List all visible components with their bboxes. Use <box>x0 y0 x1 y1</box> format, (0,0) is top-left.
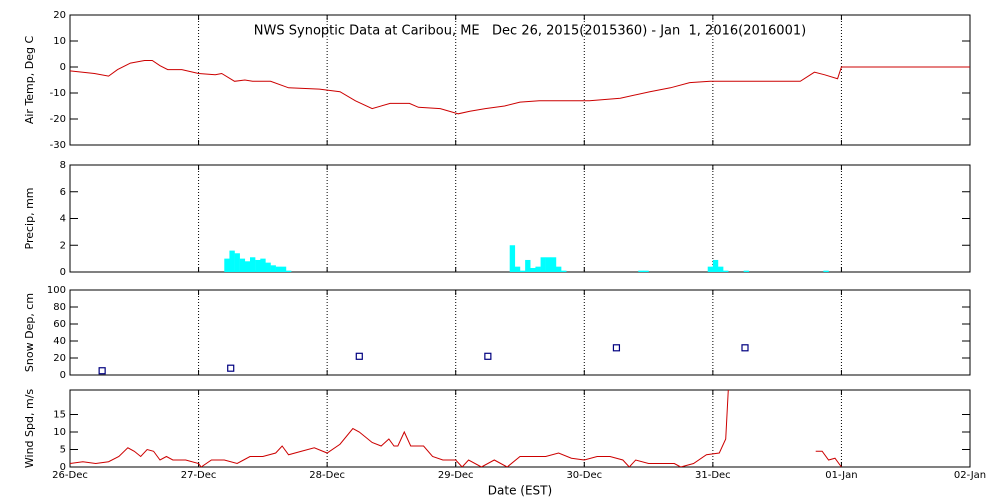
bar <box>561 270 567 272</box>
y-axis-label: Precip, mm <box>23 188 36 250</box>
y-tick-label: 0 <box>60 370 66 381</box>
bar <box>743 270 750 272</box>
bar <box>509 245 516 272</box>
bar <box>286 270 292 272</box>
y-tick-label: -30 <box>50 140 66 151</box>
bar <box>823 270 829 272</box>
bar <box>270 265 276 272</box>
bar <box>234 253 240 272</box>
plot-frame <box>69 289 971 376</box>
bar <box>638 270 644 272</box>
bar <box>643 270 649 272</box>
x-tick-label: 28-Dec <box>309 470 345 481</box>
data-line <box>70 60 970 115</box>
bar <box>255 259 261 272</box>
y-tick-label: 20 <box>53 353 66 364</box>
bar <box>707 266 714 272</box>
bar <box>250 257 256 272</box>
y-tick-label: 0 <box>60 462 66 473</box>
x-tick-label: 02-Jan <box>954 470 986 481</box>
bar <box>535 266 541 272</box>
y-axis-label: Air Temp, Deg C <box>23 36 36 125</box>
point <box>98 367 106 375</box>
plot-frame <box>69 389 971 468</box>
plot-area <box>70 60 970 115</box>
y-axis-label: Snow Dep, cm <box>23 293 36 372</box>
bar <box>530 267 536 272</box>
point <box>355 352 363 360</box>
y-tick-label: 8 <box>60 160 66 171</box>
bar <box>712 259 719 272</box>
bar <box>239 258 246 272</box>
bar <box>260 258 266 272</box>
bar <box>525 259 531 272</box>
bar <box>540 257 546 272</box>
bar <box>224 258 230 272</box>
point <box>741 344 749 352</box>
y-tick-label: -20 <box>50 114 66 125</box>
x-tick-label: 31-Dec <box>695 470 731 481</box>
y-axis-label: Wind Spd, m/s <box>23 389 36 469</box>
point <box>227 364 235 372</box>
plot-frame <box>69 14 971 146</box>
x-tick-label: 29-Dec <box>438 470 474 481</box>
x-tick-label: 01-Jan <box>825 470 857 481</box>
y-tick-label: 15 <box>53 410 66 421</box>
y-tick-label: 100 <box>47 285 66 296</box>
bar <box>229 250 235 272</box>
point <box>484 352 492 360</box>
bar <box>514 266 521 272</box>
plot-area <box>224 245 829 272</box>
x-tick-label: 27-Dec <box>181 470 217 481</box>
y-tick-label: 10 <box>53 427 66 438</box>
y-tick-label: -10 <box>50 88 66 99</box>
bar <box>718 266 724 272</box>
point <box>612 344 621 352</box>
chart-title: NWS Synoptic Data at Caribou, ME Dec 26,… <box>254 24 806 39</box>
y-tick-label: 5 <box>60 445 66 456</box>
bar <box>550 257 557 272</box>
bar <box>244 261 251 272</box>
bar <box>723 270 729 272</box>
y-tick-label: 80 <box>53 302 66 313</box>
y-tick-label: 6 <box>60 187 66 198</box>
plot-area <box>70 390 842 467</box>
x-tick-label: 30-Dec <box>566 470 602 481</box>
bar <box>556 266 562 272</box>
x-tick-label: 26-Dec <box>52 470 88 481</box>
y-tick-label: 2 <box>60 240 66 251</box>
y-tick-label: 0 <box>60 62 66 73</box>
y-tick-label: 0 <box>60 267 66 278</box>
bar <box>280 266 287 272</box>
bar <box>265 262 271 272</box>
x-axis-label: Date (EST) <box>488 484 552 498</box>
bar <box>545 257 552 272</box>
plot-area <box>98 344 749 375</box>
y-tick-label: 20 <box>53 10 66 21</box>
bar <box>520 270 526 272</box>
bar <box>275 266 282 272</box>
y-tick-label: 40 <box>53 336 66 347</box>
y-tick-label: 10 <box>53 36 66 47</box>
y-tick-label: 4 <box>60 214 66 225</box>
data-line <box>70 390 842 467</box>
y-tick-label: 60 <box>53 319 66 330</box>
